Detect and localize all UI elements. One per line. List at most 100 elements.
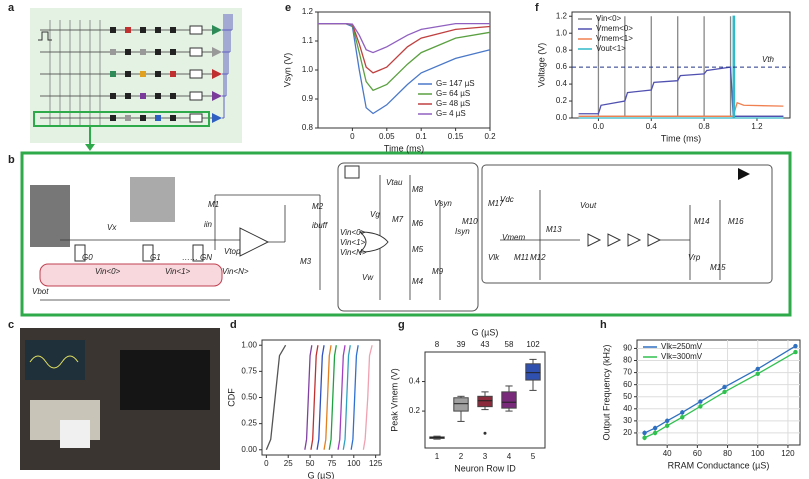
x-tick-label: 40 — [663, 449, 672, 458]
diagram-shape — [627, 233, 642, 247]
top-tick-label: 39 — [457, 340, 466, 349]
x-tick-label: 5 — [531, 452, 536, 461]
y-tick-label: 1.0 — [302, 65, 314, 74]
diagram-shape — [239, 227, 270, 257]
legend-label: G= 4 µS — [436, 109, 466, 118]
y-tick-label: 0.50 — [241, 393, 257, 402]
marker — [680, 410, 685, 415]
circuit-label: M8 — [412, 185, 424, 194]
circuit-label: Vsyn — [434, 199, 452, 208]
circuit-label: Vin<0> — [95, 267, 121, 276]
x-tick-label: 125 — [369, 459, 383, 468]
diagram-shape — [30, 185, 70, 247]
y-tick-label: 0.9 — [302, 94, 314, 103]
diagram-shape — [155, 71, 161, 77]
diagram-shape — [337, 162, 479, 312]
panel-label: a — [8, 2, 15, 14]
series-line — [328, 345, 337, 450]
series-line — [316, 345, 325, 450]
x-tick-label: 50 — [306, 459, 315, 468]
series-line — [304, 345, 313, 450]
legend-label: G= 147 µS — [436, 79, 475, 88]
diagram-shape — [39, 263, 223, 287]
circuit-label: Vmem — [502, 233, 525, 242]
diagram-shape — [155, 27, 161, 33]
marker — [698, 404, 703, 409]
marker — [793, 343, 798, 349]
plot-frame — [636, 339, 801, 446]
marker — [722, 384, 727, 390]
x-tick-label: 3 — [483, 452, 488, 461]
circuit-label: Vrp — [688, 253, 701, 262]
diagram-shape — [344, 165, 360, 179]
diagram-shape — [140, 115, 146, 121]
series-line — [265, 344, 287, 451]
diagram-shape — [60, 420, 90, 448]
panel-label: d — [230, 319, 237, 331]
circuit-label: M15 — [710, 263, 726, 272]
diagram-shape — [212, 113, 222, 123]
panel-label: h — [600, 319, 607, 331]
diagram-shape — [110, 93, 116, 99]
x-tick-label: 0.4 — [646, 122, 658, 131]
marker — [722, 389, 727, 395]
diagram-shape — [20, 151, 792, 317]
marker — [664, 423, 670, 428]
diagram-shape — [125, 93, 131, 99]
diagram-shape — [189, 113, 203, 123]
box — [501, 391, 517, 409]
diagram-shape — [647, 233, 662, 247]
panel-label: c — [8, 319, 14, 331]
x-tick-label: 120 — [781, 449, 795, 458]
circuit-label: Vw — [362, 273, 374, 282]
diagram-shape — [25, 340, 85, 380]
top-axis-label: G (µS) — [472, 327, 499, 337]
y-tick-label: 20 — [623, 428, 632, 437]
diagram-shape — [125, 49, 131, 55]
y-tick-label: 0.00 — [241, 445, 257, 454]
series-line — [310, 345, 319, 450]
y-axis-label: Voltage (V) — [536, 43, 546, 88]
diagram-shape — [189, 91, 203, 101]
marker — [652, 425, 658, 431]
diagram-shape — [212, 47, 222, 57]
circuit-label: M7 — [392, 215, 404, 224]
panel-label: g — [398, 319, 405, 331]
diagram-shape — [33, 111, 210, 127]
diagram-shape — [212, 91, 222, 101]
y-tick-label: 40 — [623, 404, 632, 413]
x-axis-label: Time (ms) — [661, 133, 701, 143]
marker — [664, 418, 670, 424]
diagram-shape — [587, 233, 602, 247]
legend-label: G= 48 µS — [436, 99, 470, 108]
y-axis-label: Peak Vmem (V) — [389, 368, 399, 432]
series-line — [644, 345, 796, 434]
diagram-shape — [125, 115, 131, 121]
y-tick-label: 0.8 — [556, 45, 568, 54]
marker — [652, 430, 658, 436]
diagram-shape — [189, 69, 203, 79]
legend-label: Vin<0> — [596, 14, 622, 23]
diagram-shape — [170, 115, 176, 121]
marker — [642, 435, 647, 440]
circuit-label: Vin<N> — [340, 248, 367, 257]
x-tick-label: 1.2 — [751, 122, 763, 131]
panel-label: e — [285, 2, 291, 14]
x-tick-label: 60 — [693, 449, 702, 458]
diagram-shape — [481, 164, 773, 284]
y-tick-label: 0.0 — [556, 113, 568, 122]
x-tick-label: 75 — [327, 459, 336, 468]
diagram-shape — [30, 8, 242, 143]
diagram-shape — [170, 27, 176, 33]
diagram-shape — [738, 168, 750, 180]
panel-label: b — [8, 154, 15, 166]
y-tick-label: 30 — [623, 416, 632, 425]
y-tick-label: 60 — [623, 380, 632, 389]
x-axis-label: Time (ms) — [384, 143, 424, 153]
y-tick-label: 0.2 — [556, 96, 568, 105]
marker — [755, 371, 760, 376]
threshold-label: Vth — [762, 55, 775, 64]
circuit-label: Vg — [370, 210, 380, 219]
x-tick-label: 25 — [284, 459, 293, 468]
diagram-shape — [140, 27, 146, 33]
